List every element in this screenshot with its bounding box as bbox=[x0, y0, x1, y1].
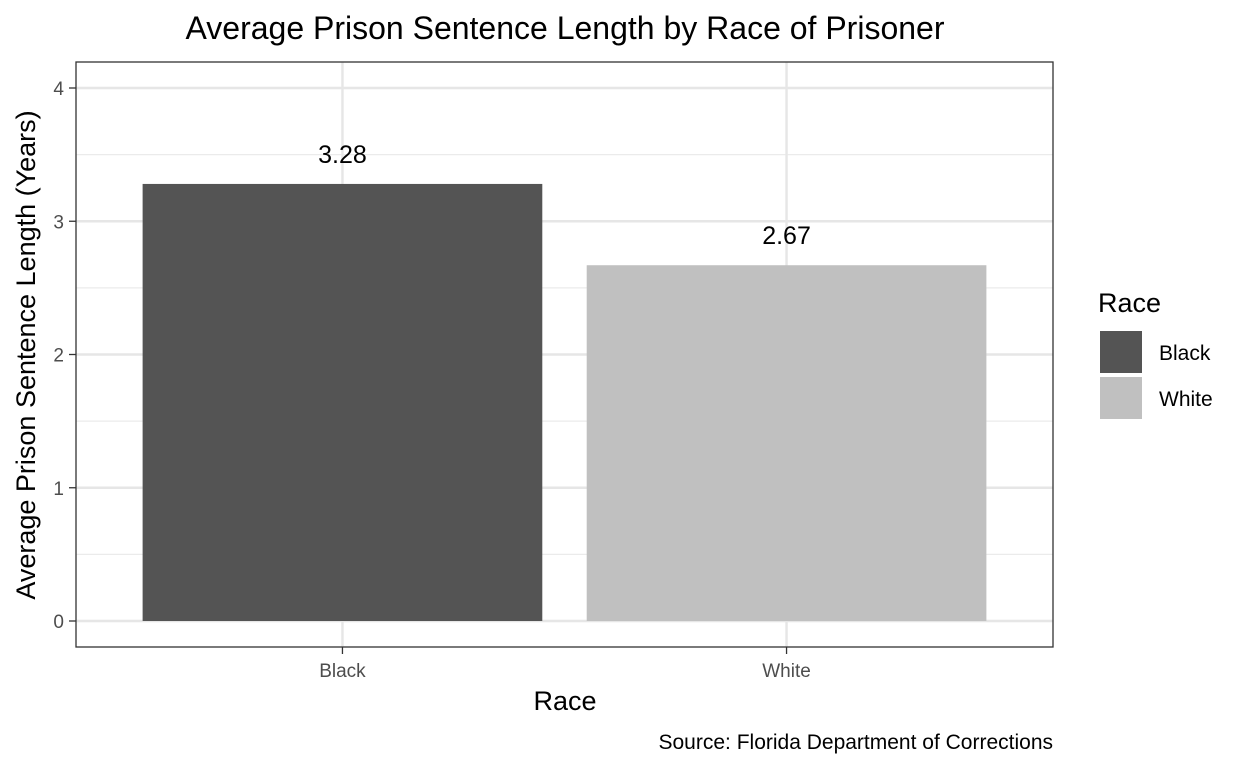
bar-black bbox=[142, 183, 543, 621]
y-axis: 0 1 2 3 4 bbox=[53, 79, 76, 633]
y-tick-label: 3 bbox=[53, 212, 64, 233]
y-tick-label: 4 bbox=[53, 79, 64, 100]
y-tick-label: 2 bbox=[53, 346, 64, 367]
bars bbox=[142, 183, 987, 621]
bar-white bbox=[586, 265, 987, 621]
x-tick-label-white: White bbox=[762, 661, 811, 682]
legend-label-white: White bbox=[1159, 388, 1213, 411]
x-tick-label-black: Black bbox=[319, 661, 366, 682]
legend-label-black: Black bbox=[1159, 342, 1211, 365]
legend: Race Black White bbox=[1098, 288, 1213, 419]
x-axis-title: Race bbox=[533, 686, 596, 716]
data-label-black: 3.28 bbox=[318, 141, 367, 169]
legend-key-black bbox=[1100, 331, 1142, 373]
x-axis: Black White bbox=[319, 647, 811, 682]
chart-title: Average Prison Sentence Length by Race o… bbox=[186, 10, 945, 46]
data-labels: 3.28 2.67 bbox=[318, 141, 811, 250]
y-axis-title: Average Prison Sentence Length (Years) bbox=[11, 110, 41, 599]
source-caption: Source: Florida Department of Correction… bbox=[659, 731, 1054, 754]
legend-title: Race bbox=[1098, 288, 1161, 318]
legend-key-white bbox=[1100, 377, 1142, 419]
data-label-white: 2.67 bbox=[762, 222, 811, 250]
y-tick-label: 1 bbox=[53, 479, 64, 500]
y-tick-label: 0 bbox=[53, 612, 64, 633]
